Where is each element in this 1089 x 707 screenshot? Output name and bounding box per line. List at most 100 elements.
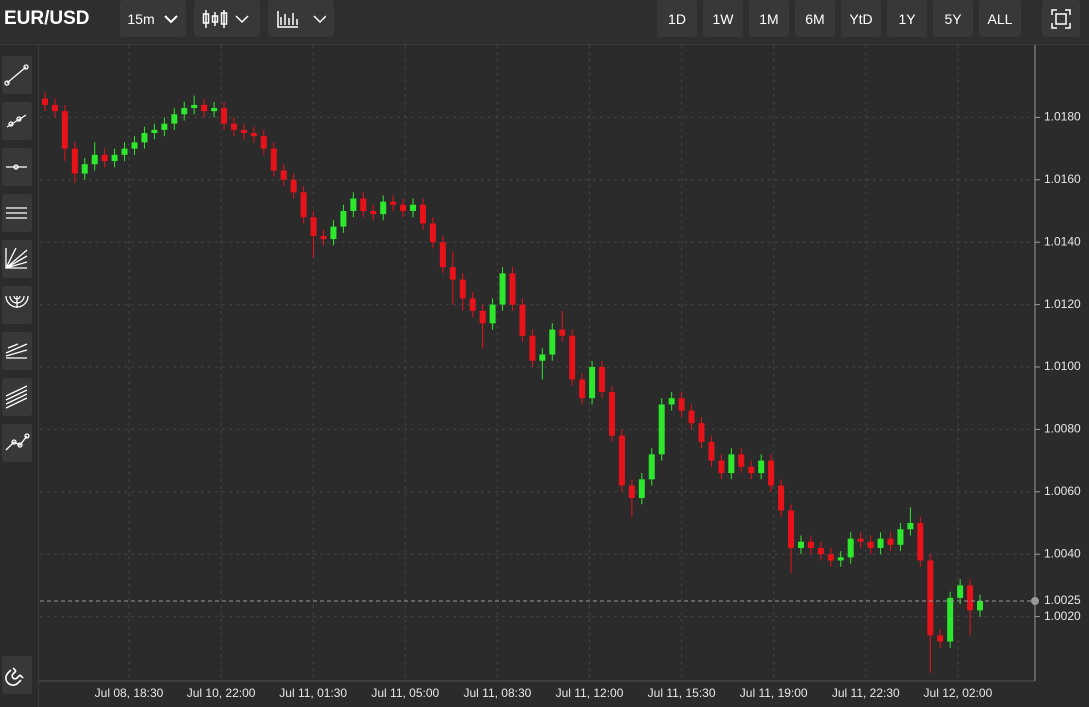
candle-body <box>728 454 735 474</box>
candle-body <box>201 104 208 112</box>
candle-body <box>698 423 705 442</box>
range-button[interactable]: 1M <box>749 0 789 37</box>
candle-body <box>280 170 287 180</box>
range-button[interactable]: ALL <box>979 0 1021 37</box>
candle-body <box>539 354 546 361</box>
tool-icon <box>6 114 27 128</box>
candle-body <box>827 554 834 561</box>
candle-body <box>579 379 586 399</box>
tool-icon <box>6 164 27 170</box>
candle-body <box>658 404 665 455</box>
candle-body <box>419 204 426 224</box>
path-tool[interactable] <box>2 424 32 462</box>
fullscreen-icon <box>1051 8 1071 29</box>
candle-body <box>270 148 277 171</box>
candle-body <box>489 304 496 324</box>
x-tick-label: Jul 11, 22:30 <box>832 686 900 700</box>
range-button[interactable]: 1W <box>703 0 743 37</box>
tool-icon <box>5 295 29 308</box>
candle-body <box>718 460 725 474</box>
fan-tool[interactable] <box>2 240 32 278</box>
candle-body <box>947 597 954 642</box>
candle-body <box>748 466 755 474</box>
candle-body <box>310 217 317 236</box>
horizontal-line-tool[interactable] <box>2 148 32 186</box>
x-tick-label: Jul 11, 01:30 <box>279 686 347 700</box>
candle-body <box>509 273 516 305</box>
channel-tool[interactable] <box>2 194 32 232</box>
fullscreen-button[interactable] <box>1042 0 1080 37</box>
candle-body <box>91 154 98 165</box>
candle-body <box>360 198 367 211</box>
indicator-button[interactable] <box>268 0 334 37</box>
candle-body <box>260 136 267 149</box>
x-tick-label: Jul 11, 12:00 <box>556 686 624 700</box>
candle-body <box>618 435 625 486</box>
candle-body <box>927 560 934 636</box>
trend-line-tool[interactable] <box>2 56 32 94</box>
candle-body <box>788 510 795 548</box>
candle-body <box>171 114 178 124</box>
candle-body <box>410 204 417 211</box>
range-button[interactable]: 6M <box>795 0 835 37</box>
symbol: EUR/USD <box>4 8 90 29</box>
candle-body <box>41 98 48 105</box>
interval: 15m <box>127 10 155 27</box>
range-button[interactable]: YtD <box>841 0 881 37</box>
candle-body <box>439 242 446 268</box>
candle-body <box>320 235 327 240</box>
interval-button[interactable]: 15m <box>120 0 186 37</box>
candle-body <box>738 454 745 467</box>
candle-body <box>867 541 874 548</box>
candle-body <box>380 201 387 215</box>
candle-icon <box>202 9 249 28</box>
y-tick-label: 1.0040 <box>1044 546 1081 560</box>
tool-icon <box>6 207 27 219</box>
candle-body <box>449 267 456 280</box>
tool-icon <box>5 343 28 359</box>
candle-body <box>549 329 556 355</box>
candle-body <box>569 335 576 380</box>
range-button[interactable]: 5Y <box>933 0 973 37</box>
ray-tool[interactable] <box>2 102 32 140</box>
candle-body <box>290 179 297 193</box>
y-tick-label: 1.0100 <box>1044 359 1081 373</box>
fib-tool[interactable] <box>2 378 32 416</box>
magnet-tool[interactable] <box>2 656 32 694</box>
candle-body <box>330 226 337 240</box>
candle-body <box>300 192 307 218</box>
x-tick-label: Jul 11, 05:00 <box>371 686 439 700</box>
candle-body <box>608 391 615 436</box>
candle-body <box>61 111 68 149</box>
arc-tool[interactable] <box>2 286 32 324</box>
candle-body <box>211 108 218 112</box>
candle-body <box>559 329 566 336</box>
candle-body <box>847 538 854 558</box>
candle-body <box>390 201 397 205</box>
last-price-dot <box>1031 597 1039 605</box>
pitchfork-tool[interactable] <box>2 332 32 370</box>
candle-body <box>121 148 128 155</box>
range-button[interactable]: 1Y <box>887 0 927 37</box>
candle-body <box>429 223 436 243</box>
tool-icon <box>5 433 30 451</box>
y-tick-label: 1.0060 <box>1044 484 1081 498</box>
candle-body <box>131 142 138 149</box>
range-button[interactable]: 1D <box>657 0 697 37</box>
candle-body <box>668 398 675 405</box>
candle-body <box>957 585 964 598</box>
x-tick-label: Jul 08, 18:30 <box>95 686 164 700</box>
chart-type-button[interactable] <box>194 0 260 37</box>
candle-body <box>877 538 884 548</box>
candle-body <box>628 485 635 499</box>
candle-body <box>897 529 904 545</box>
tool-icon <box>4 64 29 86</box>
x-tick-label: Jul 11, 15:30 <box>648 686 716 700</box>
candle-body <box>758 460 765 474</box>
candle-body <box>857 538 864 542</box>
candle-body <box>221 108 228 124</box>
candle-body <box>250 133 257 137</box>
candle-body <box>370 211 377 215</box>
candle-body <box>400 204 407 211</box>
candle-body <box>350 198 357 211</box>
